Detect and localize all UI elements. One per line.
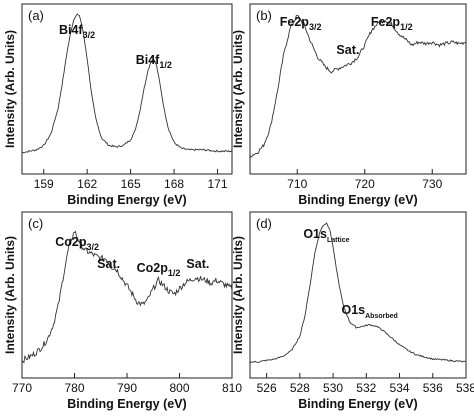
peak-annotation: Fe2p3/2 [280,15,322,32]
panel-label: (d) [256,216,272,231]
x-tick-label: 171 [208,177,228,191]
x-tick-label: 810 [222,381,242,395]
panel-label: (a) [28,8,44,23]
x-tick-label: 770 [12,381,32,395]
peak-annotation: Sat. [97,257,120,271]
x-tick-label: 530 [323,381,343,395]
spectrum-line [249,14,467,158]
x-axis-label: Binding Energy (eV) [67,397,186,411]
spectrum-line [249,222,466,364]
x-tick-label: 534 [390,381,410,395]
plot-frame [21,211,233,379]
x-tick-label: 532 [356,381,376,395]
y-axis-label: Intensity (Arb. Units) [3,30,17,148]
x-tick-label: 159 [34,177,54,191]
y-axis-label: Intensity (Arb. Units) [231,30,245,148]
peak-annotation: Co2p3/2 [55,235,99,252]
x-tick-label: 800 [169,381,189,395]
spectrum-line [21,13,233,154]
peak-annotation: O1sAbsorbed [341,303,397,320]
plot-frame [249,211,467,379]
panel-b: 710 720 730 Binding Energy (eV) Intensity (A… [231,3,467,207]
peak-annotation: Fe2p1/2 [371,15,413,32]
peak-annotation: Sat. [336,43,359,57]
panel-label: (c) [28,216,43,231]
x-tick-label: 538 [456,381,474,395]
peak-annotation: O1sLattice [303,227,349,244]
spectrum-line [21,230,233,364]
peak-annotation: Co2p1/2 [137,261,181,278]
peak-annotation: Sat. [186,257,209,271]
panel-d: 526 528 530 532 534 536 538 Binding Energy (eV)… [231,211,474,411]
x-tick-label: 536 [423,381,443,395]
x-tick-label: 165 [121,177,141,191]
x-tick-label: 780 [64,381,84,395]
peak-annotation: Bi4f1/2 [136,53,172,70]
x-tick-label: 790 [117,381,137,395]
x-tick-label: 730 [422,177,442,191]
plot-frame [21,3,233,175]
x-axis-label: Binding Energy (eV) [298,397,417,411]
x-axis-label: Binding Energy (eV) [67,193,186,207]
plot-frame [249,3,467,175]
y-axis-label: Intensity (Arb. Units) [231,236,245,354]
x-tick-label: 528 [290,381,310,395]
x-tick-label: 526 [257,381,277,395]
x-tick-label: 168 [164,177,184,191]
x-tick-label: 162 [77,177,97,191]
panel-label: (b) [256,8,272,23]
x-axis-label: Binding Energy (eV) [298,193,417,207]
peak-annotation: Bi4f3/2 [59,23,95,40]
y-axis-label: Intensity (Arb. Units) [3,236,17,354]
panel-c: 770 780 790 800 810 Binding Energy (eV) Intens… [3,211,242,411]
x-tick-label: 720 [355,177,375,191]
x-tick-label: 710 [287,177,307,191]
panel-a: 159 162 165 168 171 Binding Energy (eV) Intens… [3,3,233,207]
